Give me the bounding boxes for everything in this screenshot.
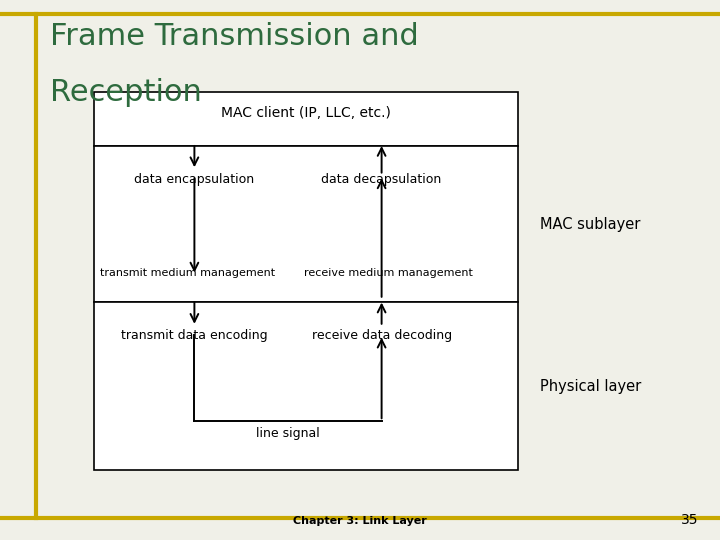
Text: data decapsulation: data decapsulation	[321, 173, 442, 186]
Bar	[94, 146, 518, 302]
Text: Physical layer: Physical layer	[540, 379, 642, 394]
Text: MAC sublayer: MAC sublayer	[540, 217, 640, 232]
Text: Chapter 3: Link Layer: Chapter 3: Link Layer	[293, 516, 427, 526]
Text: data encapsulation: data encapsulation	[135, 173, 254, 186]
Text: transmit data encoding: transmit data encoding	[121, 329, 268, 342]
Bar	[94, 302, 518, 470]
Text: receive medium management: receive medium management	[305, 268, 473, 278]
Text: Reception: Reception	[50, 78, 202, 107]
Bar	[94, 92, 518, 146]
Text: transmit medium management: transmit medium management	[99, 268, 275, 278]
Text: Frame Transmission and: Frame Transmission and	[50, 22, 419, 51]
Text: 35: 35	[681, 512, 698, 526]
Text: receive data decoding: receive data decoding	[312, 329, 451, 342]
Text: MAC client (IP, LLC, etc.): MAC client (IP, LLC, etc.)	[221, 106, 391, 120]
Text: line signal: line signal	[256, 427, 320, 440]
